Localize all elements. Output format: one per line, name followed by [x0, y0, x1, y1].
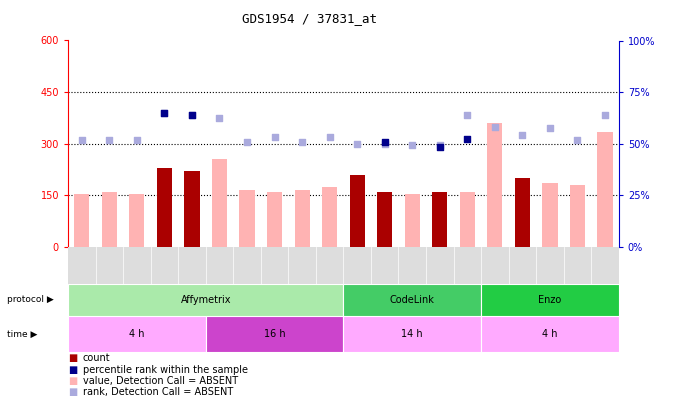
- Text: 4 h: 4 h: [129, 329, 145, 339]
- Point: [517, 132, 528, 139]
- Point: [296, 139, 307, 145]
- Bar: [515, 178, 530, 247]
- Point: [104, 137, 115, 143]
- Text: count: count: [83, 354, 111, 363]
- Bar: [377, 192, 392, 247]
- Point: [324, 134, 335, 140]
- Point: [435, 142, 445, 149]
- Bar: [102, 192, 117, 247]
- Bar: [322, 187, 337, 247]
- Text: ■: ■: [68, 388, 78, 397]
- Point: [379, 139, 390, 145]
- Bar: [432, 192, 447, 247]
- Bar: [206, 316, 343, 352]
- Point: [269, 134, 280, 140]
- Point: [159, 110, 170, 116]
- Text: ■: ■: [68, 376, 78, 386]
- Bar: [515, 178, 530, 247]
- Point: [159, 110, 170, 116]
- Text: rank, Detection Call = ABSENT: rank, Detection Call = ABSENT: [83, 388, 233, 397]
- Bar: [570, 185, 585, 247]
- Bar: [294, 190, 309, 247]
- Bar: [212, 159, 227, 247]
- Point: [131, 137, 142, 143]
- Bar: [350, 175, 364, 247]
- Text: time ▶: time ▶: [7, 330, 37, 339]
- Point: [545, 125, 556, 132]
- Bar: [184, 171, 199, 247]
- Text: 4 h: 4 h: [542, 329, 558, 339]
- Text: CodeLink: CodeLink: [390, 295, 435, 305]
- Bar: [481, 316, 619, 352]
- Text: Enzo: Enzo: [539, 295, 562, 305]
- Point: [352, 141, 362, 147]
- Bar: [481, 284, 619, 316]
- Bar: [598, 132, 613, 247]
- Point: [407, 142, 418, 149]
- Point: [76, 137, 87, 143]
- Bar: [405, 194, 420, 247]
- Point: [490, 123, 500, 130]
- Bar: [74, 194, 89, 247]
- Bar: [432, 192, 447, 247]
- Bar: [157, 168, 172, 247]
- Point: [462, 111, 473, 118]
- Bar: [239, 190, 254, 247]
- Bar: [68, 316, 206, 352]
- Text: 16 h: 16 h: [264, 329, 286, 339]
- Text: value, Detection Call = ABSENT: value, Detection Call = ABSENT: [83, 376, 238, 386]
- Bar: [543, 183, 558, 247]
- Text: 14 h: 14 h: [401, 329, 423, 339]
- Text: Affymetrix: Affymetrix: [180, 295, 231, 305]
- Point: [214, 115, 225, 121]
- Point: [572, 137, 583, 143]
- Point: [462, 135, 473, 142]
- Bar: [267, 192, 282, 247]
- Bar: [377, 192, 392, 247]
- Bar: [184, 171, 199, 247]
- Text: percentile rank within the sample: percentile rank within the sample: [83, 365, 248, 375]
- Bar: [157, 168, 172, 247]
- Bar: [488, 123, 503, 247]
- Point: [241, 139, 252, 145]
- Bar: [343, 316, 481, 352]
- Point: [435, 144, 445, 151]
- Bar: [350, 175, 364, 247]
- Point: [600, 111, 611, 118]
- Point: [186, 111, 197, 118]
- Text: ■: ■: [68, 365, 78, 375]
- Text: protocol ▶: protocol ▶: [7, 295, 54, 304]
- Point: [379, 141, 390, 147]
- Bar: [68, 284, 343, 316]
- Bar: [343, 284, 481, 316]
- Point: [186, 111, 197, 118]
- Bar: [129, 194, 144, 247]
- Text: GDS1954 / 37831_at: GDS1954 / 37831_at: [242, 12, 377, 25]
- Text: ■: ■: [68, 354, 78, 363]
- Bar: [460, 192, 475, 247]
